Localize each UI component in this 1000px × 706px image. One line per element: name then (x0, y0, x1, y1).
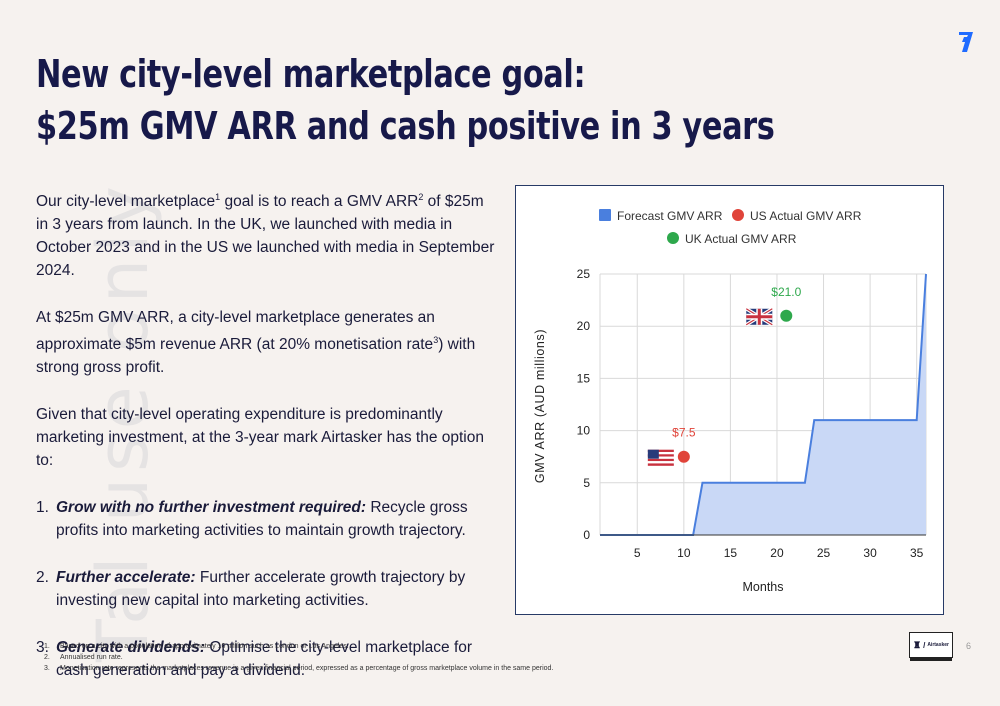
x-tick-label: 20 (770, 546, 784, 560)
brand-badge: ♜ / Airtasker (909, 632, 953, 661)
legend-label-forecast: Forecast GMV ARR (617, 209, 723, 223)
gmv-arr-chart: Forecast GMV ARR US Actual GMV ARR UK Ac… (515, 185, 944, 615)
y-axis-title: GMV ARR (AUD millions) (533, 329, 547, 483)
title-line-2: $25m GMV ARR and cash positive in 3 year… (36, 104, 775, 148)
footnote: 3. Monetisation rate represents the marke… (44, 665, 554, 672)
y-tick-label: 5 (583, 476, 590, 490)
y-tick-label: 15 (577, 371, 591, 385)
y-tick-label: 25 (577, 267, 591, 281)
x-tick-label: 15 (724, 546, 738, 560)
airtasker-logo-icon (959, 32, 973, 52)
body-text: Our city-level marketplace1 goal is to r… (36, 186, 496, 706)
uk-flag-icon (745, 307, 774, 327)
forecast-area-fill (600, 274, 926, 535)
uk-actual-label: $21.0 (771, 285, 801, 299)
footnote: 1. Based on a city with a population of a… (44, 643, 349, 650)
us-actual-point (677, 450, 690, 463)
chart-svg: Forecast GMV ARR US Actual GMV ARR UK Ac… (533, 209, 927, 594)
us-flag-icon (647, 449, 674, 466)
legend-swatch-us (732, 209, 744, 221)
x-tick-label: 25 (817, 546, 831, 560)
paragraph-options-intro: Given that city-level operating expendit… (36, 406, 484, 470)
legend-label-us: US Actual GMV ARR (750, 209, 862, 223)
page-number: 6 (966, 641, 972, 651)
brand-name: Airtasker (927, 642, 949, 648)
us-actual-label: $7.5 (672, 426, 696, 440)
x-tick-label: 5 (634, 546, 641, 560)
y-tick-label: 20 (577, 319, 591, 333)
page-title: New city-level marketplace goal: $25m GM… (36, 48, 775, 152)
x-tick-label: 30 (863, 546, 877, 560)
title-line-1: New city-level marketplace goal: (36, 52, 586, 96)
y-tick-label: 0 (583, 528, 590, 542)
x-tick-label: 10 (677, 546, 691, 560)
legend-swatch-uk (667, 232, 679, 244)
plot-area: 0 5 10 15 20 25 5 10 15 20 25 30 35 $7.5 $21.0 (577, 267, 927, 560)
option-item: 1. Grow with no further investment requir… (36, 499, 468, 540)
x-axis-title: Months (743, 580, 784, 594)
paragraph-goal: Our city-level marketplace1 goal is to r… (36, 192, 495, 280)
footnote: 2. Annualised run rate. (44, 654, 123, 661)
paragraph-revenue: At $25m GMV ARR, a city-level marketplac… (36, 309, 476, 377)
crest-icon: ♜ (913, 639, 922, 650)
x-tick-label: 35 (910, 546, 924, 560)
footnotes: 1. Based on a city with a population of a… (44, 641, 553, 674)
legend-label-uk: UK Actual GMV ARR (685, 232, 797, 246)
option-item: 3. Generate dividends: Optimise the city-… (36, 639, 473, 680)
options-list: 1. Grow with no further investment requir… (36, 496, 496, 682)
legend-swatch-forecast (599, 209, 611, 221)
option-item: 2. Further accelerate: Further accelerate… (36, 569, 466, 610)
y-tick-label: 10 (577, 424, 591, 438)
uk-actual-point (780, 309, 793, 322)
